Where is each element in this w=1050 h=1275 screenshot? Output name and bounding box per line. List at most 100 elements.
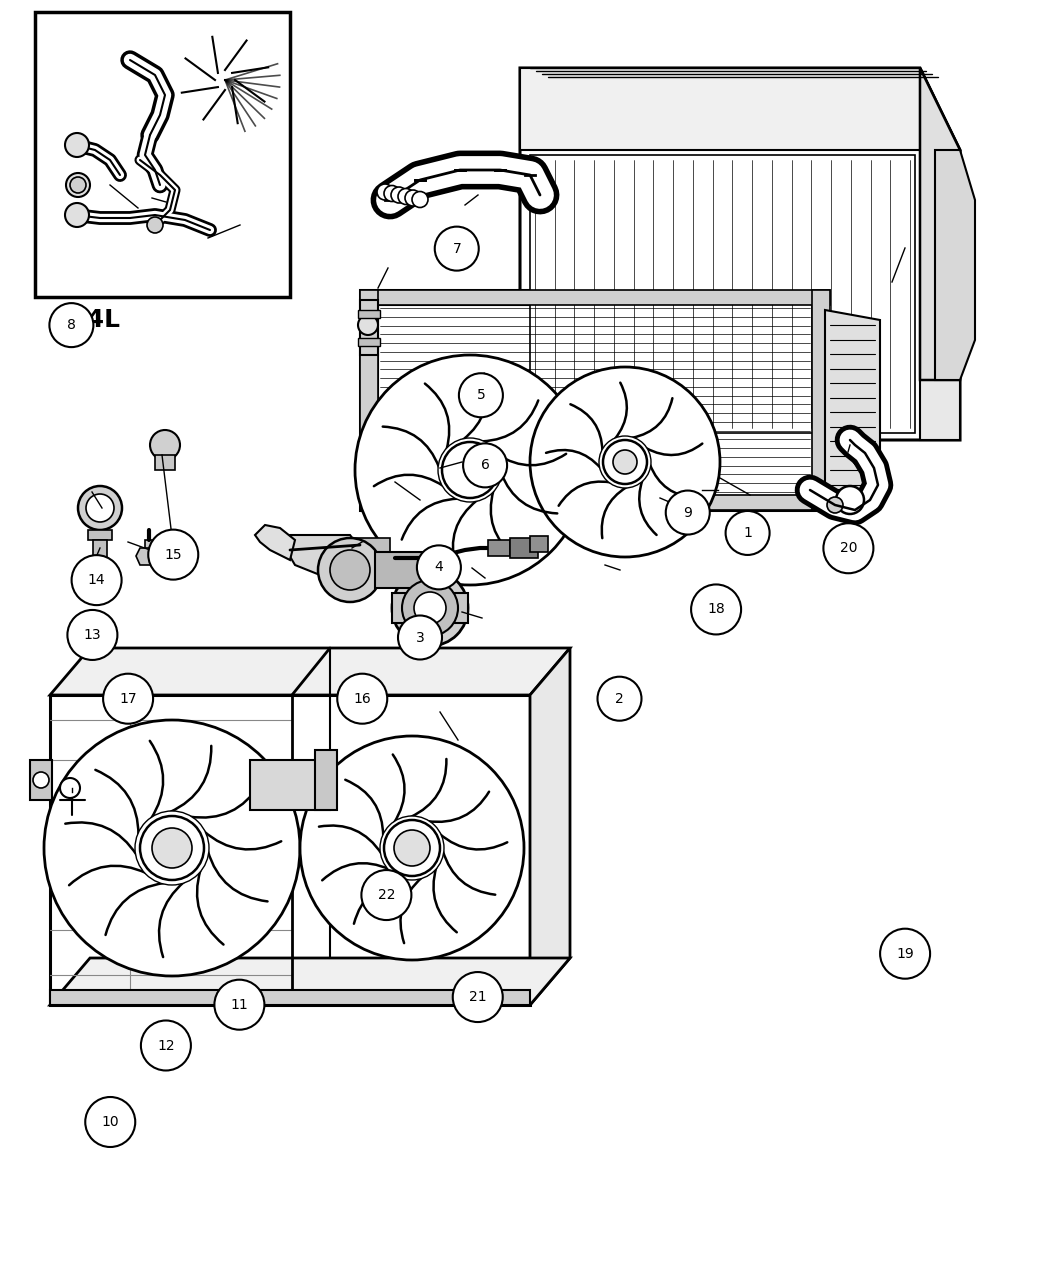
FancyArrowPatch shape bbox=[546, 450, 601, 468]
FancyArrowPatch shape bbox=[427, 792, 489, 822]
Circle shape bbox=[103, 673, 153, 724]
Text: 5: 5 bbox=[477, 389, 485, 402]
Polygon shape bbox=[520, 68, 960, 440]
Bar bbox=[30, 760, 52, 799]
Polygon shape bbox=[50, 648, 570, 695]
Circle shape bbox=[71, 555, 122, 606]
FancyArrowPatch shape bbox=[69, 866, 147, 885]
FancyArrowPatch shape bbox=[497, 454, 566, 465]
Text: 4: 4 bbox=[435, 561, 443, 574]
Circle shape bbox=[214, 979, 265, 1030]
Circle shape bbox=[135, 811, 209, 885]
Circle shape bbox=[463, 444, 507, 487]
Bar bbox=[88, 530, 112, 541]
FancyArrowPatch shape bbox=[490, 491, 516, 556]
Text: 18: 18 bbox=[708, 603, 724, 616]
Circle shape bbox=[666, 491, 710, 534]
FancyArrowPatch shape bbox=[501, 473, 558, 514]
Polygon shape bbox=[285, 536, 360, 575]
Bar bbox=[488, 541, 510, 556]
Polygon shape bbox=[934, 150, 975, 380]
FancyArrowPatch shape bbox=[434, 867, 457, 932]
FancyArrowPatch shape bbox=[322, 863, 390, 880]
Bar bbox=[93, 541, 107, 558]
Circle shape bbox=[78, 486, 122, 530]
Circle shape bbox=[402, 580, 458, 636]
FancyArrowPatch shape bbox=[150, 741, 163, 820]
Bar bbox=[358, 338, 380, 346]
Bar bbox=[375, 552, 425, 588]
FancyArrowPatch shape bbox=[208, 850, 268, 901]
FancyArrowPatch shape bbox=[639, 481, 656, 536]
FancyArrowPatch shape bbox=[96, 770, 139, 835]
Circle shape bbox=[613, 450, 637, 474]
Bar bbox=[360, 289, 378, 510]
Circle shape bbox=[823, 523, 874, 574]
Circle shape bbox=[442, 442, 498, 499]
Bar bbox=[50, 989, 530, 1005]
Text: 11: 11 bbox=[231, 998, 248, 1011]
Text: 2.4L: 2.4L bbox=[60, 309, 120, 332]
Polygon shape bbox=[255, 525, 295, 560]
Circle shape bbox=[384, 185, 400, 201]
FancyArrowPatch shape bbox=[393, 755, 404, 822]
FancyArrowPatch shape bbox=[65, 822, 136, 856]
Circle shape bbox=[435, 227, 479, 270]
Circle shape bbox=[148, 529, 198, 580]
FancyArrowPatch shape bbox=[345, 780, 383, 836]
Circle shape bbox=[603, 440, 647, 484]
FancyArrowPatch shape bbox=[354, 878, 405, 924]
Circle shape bbox=[598, 436, 651, 488]
Text: 19: 19 bbox=[897, 947, 914, 960]
FancyArrowPatch shape bbox=[374, 474, 443, 486]
Circle shape bbox=[70, 177, 86, 193]
Circle shape bbox=[49, 303, 93, 347]
FancyArrowPatch shape bbox=[189, 783, 260, 817]
Circle shape bbox=[414, 592, 446, 623]
Text: 7: 7 bbox=[453, 242, 461, 255]
Text: 10: 10 bbox=[102, 1116, 119, 1128]
Text: 21: 21 bbox=[469, 991, 486, 1003]
Circle shape bbox=[827, 497, 843, 513]
Bar bbox=[812, 289, 830, 510]
Text: 2: 2 bbox=[615, 692, 624, 705]
Bar bbox=[530, 536, 548, 552]
Text: 13: 13 bbox=[84, 629, 101, 641]
Circle shape bbox=[140, 816, 204, 880]
Text: 9: 9 bbox=[684, 506, 692, 519]
Circle shape bbox=[44, 720, 300, 975]
Circle shape bbox=[398, 189, 414, 204]
FancyArrowPatch shape bbox=[425, 384, 449, 450]
Circle shape bbox=[318, 538, 382, 602]
Circle shape bbox=[86, 493, 114, 521]
Bar bbox=[360, 495, 830, 510]
Circle shape bbox=[691, 584, 741, 635]
FancyArrowPatch shape bbox=[383, 427, 439, 468]
Circle shape bbox=[391, 187, 407, 203]
Text: 3: 3 bbox=[416, 631, 424, 644]
FancyArrowPatch shape bbox=[463, 374, 487, 440]
FancyArrowPatch shape bbox=[319, 825, 382, 854]
FancyArrowPatch shape bbox=[453, 500, 477, 566]
Text: 17: 17 bbox=[120, 692, 136, 705]
Circle shape bbox=[405, 190, 421, 207]
FancyArrowPatch shape bbox=[482, 400, 539, 441]
FancyArrowPatch shape bbox=[197, 870, 224, 945]
Text: 1: 1 bbox=[743, 527, 752, 539]
Bar bbox=[145, 541, 153, 564]
FancyArrowPatch shape bbox=[400, 877, 422, 944]
FancyArrowPatch shape bbox=[614, 382, 627, 439]
Circle shape bbox=[147, 217, 163, 233]
Circle shape bbox=[65, 133, 89, 157]
Circle shape bbox=[358, 315, 378, 335]
Polygon shape bbox=[136, 548, 162, 565]
Circle shape bbox=[453, 972, 503, 1023]
Polygon shape bbox=[920, 68, 960, 380]
Circle shape bbox=[530, 367, 720, 557]
Bar bbox=[392, 593, 468, 623]
Polygon shape bbox=[50, 958, 570, 1005]
Bar bbox=[360, 289, 830, 305]
Bar bbox=[378, 305, 812, 495]
Circle shape bbox=[394, 830, 430, 866]
Circle shape bbox=[380, 816, 444, 880]
